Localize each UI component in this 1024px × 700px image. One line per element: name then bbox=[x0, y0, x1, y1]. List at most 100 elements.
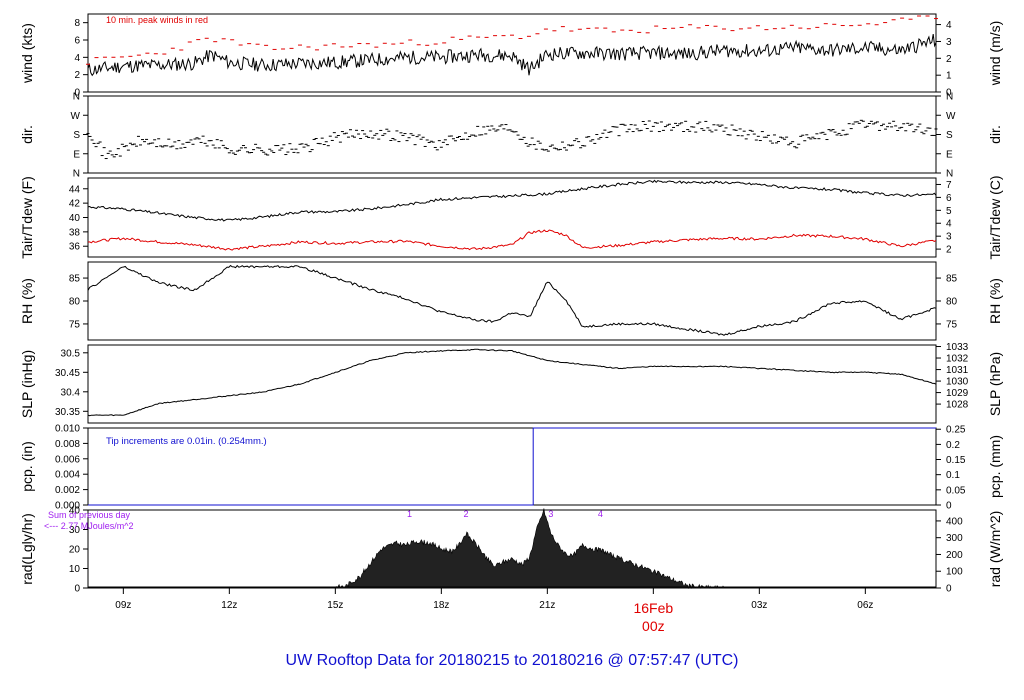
x-tick-label: 03z bbox=[751, 600, 767, 611]
y-tick-label-right: 0.1 bbox=[946, 470, 960, 481]
y-tick-label-left: W bbox=[71, 111, 81, 122]
y-axis-label-left: wind (kts) bbox=[19, 23, 35, 84]
y-tick-label-right: 2 bbox=[946, 245, 952, 256]
y-axis-label-left: RH (%) bbox=[19, 278, 35, 324]
rad-sum-title: Sum of previous day bbox=[48, 510, 131, 520]
y-tick-label-left: 4 bbox=[74, 53, 80, 64]
y-tick-label-right: 5 bbox=[946, 206, 952, 217]
radiation-area bbox=[327, 508, 725, 590]
y-tick-label-left: 30.4 bbox=[61, 387, 81, 398]
rad-sum-value: <--- 2.77 MJoules/m^2 bbox=[44, 521, 134, 531]
y-tick-label-left: 80 bbox=[69, 297, 81, 308]
rad-mark-label: 2 bbox=[464, 509, 469, 519]
y-axis-label-right: Tair/Tdew (C) bbox=[987, 175, 1003, 259]
plot-frame bbox=[87, 344, 937, 424]
wind-peak-note: 10 min. peak winds in red bbox=[106, 15, 208, 25]
plot-frame bbox=[87, 177, 937, 258]
series-line bbox=[87, 34, 937, 77]
y-tick-label-left: 2 bbox=[74, 70, 80, 81]
y-tick-label-left: 85 bbox=[69, 274, 81, 285]
y-tick-label-right: 200 bbox=[946, 550, 963, 561]
y-tick-label-left: 30.35 bbox=[55, 407, 80, 418]
y-tick-label-left: N bbox=[73, 92, 80, 103]
figure-title: UW Rooftop Data for 20180215 to 20180216… bbox=[286, 652, 739, 669]
y-tick-label-right: 1033 bbox=[946, 342, 969, 353]
y-tick-label-left: 38 bbox=[69, 227, 81, 238]
y-tick-label-left: 8 bbox=[74, 18, 80, 29]
x-tick-label: 15z bbox=[327, 600, 343, 611]
plot-frame bbox=[87, 261, 937, 341]
y-tick-label-right: 4 bbox=[946, 219, 952, 230]
y-tick-label-right: 0.25 bbox=[946, 425, 966, 436]
y-tick-label-right: 0 bbox=[946, 584, 952, 595]
x-axis: 09z 12z 15z 18z 21z 03z 06z 16Feb 00z bbox=[115, 588, 873, 634]
y-axis-label-right: SLP (hPa) bbox=[987, 352, 1003, 416]
y-tick-label-right: N bbox=[946, 169, 953, 180]
y-tick-label-left: 44 bbox=[69, 184, 81, 195]
y-tick-label-right: 0.2 bbox=[946, 440, 960, 451]
y-axis-label-right: dir. bbox=[987, 125, 1003, 144]
y-axis-label-right: wind (m/s) bbox=[987, 21, 1003, 87]
y-tick-label-left: 30.45 bbox=[55, 368, 80, 379]
y-tick-label-left: 0.008 bbox=[55, 439, 80, 450]
series-line bbox=[87, 229, 937, 251]
y-tick-label-right: 3 bbox=[946, 232, 952, 243]
y-tick-label-left: 42 bbox=[69, 199, 81, 210]
rad-mark-label: 1 bbox=[407, 509, 412, 519]
y-tick-label-right: 0 bbox=[946, 88, 952, 99]
y-axis-label-right: rad (W/m^2) bbox=[987, 511, 1003, 588]
y-tick-label-right: W bbox=[946, 111, 956, 122]
series-line bbox=[87, 264, 937, 336]
y-tick-label-right: 6 bbox=[946, 193, 952, 204]
rad-mark-label: 3 bbox=[548, 509, 553, 519]
humidity-panel: 75 80 85 75 80 85 RH (%) RH (%) bbox=[19, 261, 1003, 341]
y-tick-label-right: 0.05 bbox=[946, 485, 966, 496]
y-axis-label-right: pcp. (mm) bbox=[987, 435, 1003, 498]
x-tick-label: 12z bbox=[221, 600, 237, 611]
y-tick-label-left: 0.004 bbox=[55, 470, 80, 481]
x-tick-label: 18z bbox=[433, 600, 449, 611]
y-tick-label-left: 0 bbox=[74, 88, 80, 99]
plot-frame bbox=[87, 13, 937, 93]
series-line bbox=[87, 348, 937, 417]
y-tick-label-right: N bbox=[946, 92, 953, 103]
y-tick-label-right: S bbox=[946, 130, 953, 141]
y-axis-label-right: RH (%) bbox=[987, 278, 1003, 324]
pressure-panel: 30.35 30.4 30.45 30.5 1028102910301031103210… bbox=[19, 342, 1003, 424]
y-tick-label-left: N bbox=[73, 169, 80, 180]
day-marker-time: 00z bbox=[642, 618, 665, 634]
y-tick-label-right: 1032 bbox=[946, 354, 969, 365]
precipitation-panel: 0.000 0.002 0.004 0.006 0.008 0.010 0 0.05 0.1 0.… bbox=[19, 424, 1003, 512]
y-tick-label-left: 20 bbox=[69, 545, 81, 556]
series-line bbox=[87, 179, 937, 222]
y-tick-label-right: 1028 bbox=[946, 400, 969, 411]
y-tick-label-right: 100 bbox=[946, 567, 963, 578]
y-tick-label-right: 85 bbox=[946, 274, 958, 285]
y-tick-label-left: 6 bbox=[74, 36, 80, 47]
y-tick-label-right: 2 bbox=[946, 54, 952, 65]
y-tick-label-left: 0 bbox=[74, 584, 80, 595]
y-tick-label-right: 0.15 bbox=[946, 455, 966, 466]
y-tick-label-right: 300 bbox=[946, 533, 963, 544]
y-axis-label-left: Tair/Tdew (F) bbox=[19, 176, 35, 258]
rad-mark-label: 4 bbox=[598, 509, 603, 519]
y-tick-label-left: 75 bbox=[69, 319, 81, 330]
y-tick-label-left: 10 bbox=[69, 564, 81, 575]
y-tick-label-left: S bbox=[73, 130, 80, 141]
y-tick-label-right: 400 bbox=[946, 516, 963, 527]
y-tick-label-right: 80 bbox=[946, 297, 958, 308]
series-line bbox=[88, 427, 936, 506]
y-axis-label-left: dir. bbox=[19, 125, 35, 144]
y-tick-label-left: 0.002 bbox=[55, 485, 80, 496]
wind-panel: 0 2 4 6 8 0 1 2 3 4 wind (kts) wind (m/s) bbox=[19, 13, 1003, 99]
y-tick-label-left: 0.010 bbox=[55, 424, 80, 435]
y-tick-label-left: 30 bbox=[69, 525, 81, 536]
y-axis-label-left: SLP (inHg) bbox=[19, 350, 35, 418]
y-tick-label-left: 30.5 bbox=[61, 348, 81, 359]
y-axis-label-left: rad(Lgly/hr) bbox=[19, 513, 35, 585]
x-tick-label: 21z bbox=[539, 600, 555, 611]
y-axis-label-left: pcp. (in) bbox=[19, 441, 35, 492]
